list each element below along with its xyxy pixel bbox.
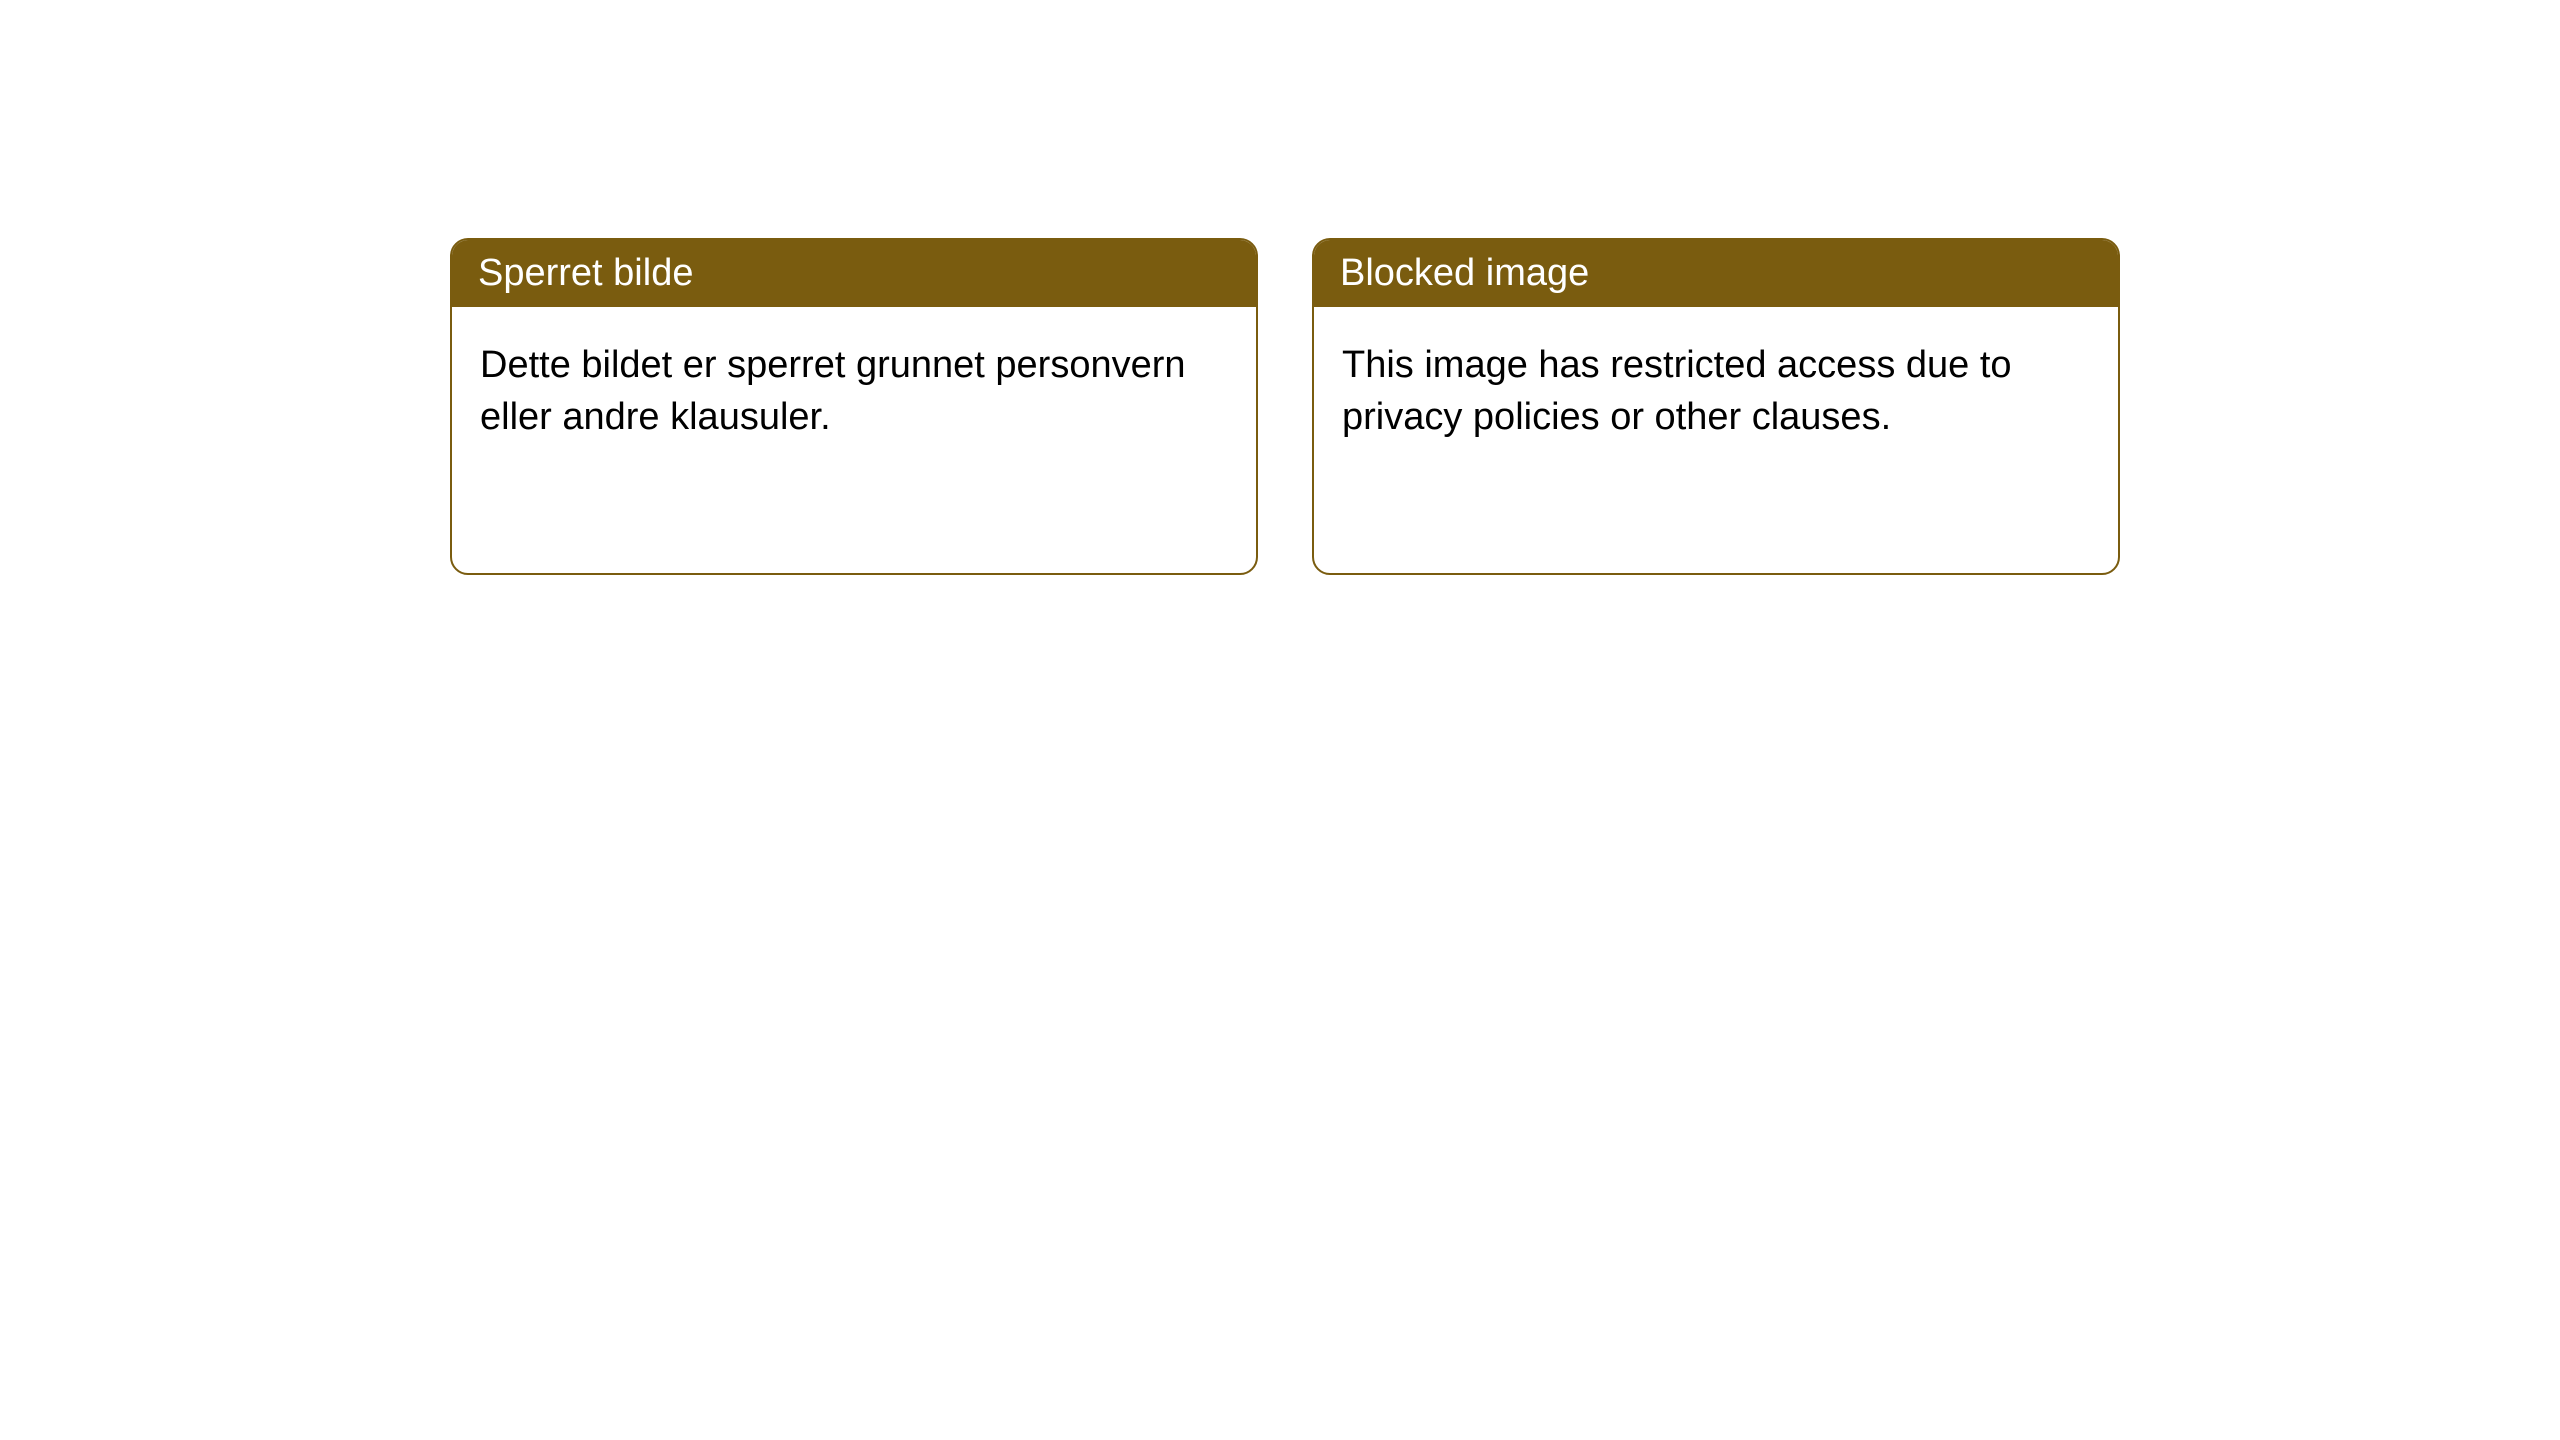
- notice-body: Dette bildet er sperret grunnet personve…: [452, 307, 1256, 475]
- notice-title: Sperret bilde: [478, 252, 693, 294]
- notice-body: This image has restricted access due to …: [1314, 307, 2118, 475]
- notice-text: Dette bildet er sperret grunnet personve…: [480, 344, 1186, 438]
- notice-header: Sperret bilde: [452, 240, 1256, 307]
- notice-header: Blocked image: [1314, 240, 2118, 307]
- notice-text: This image has restricted access due to …: [1342, 344, 2012, 438]
- notice-title: Blocked image: [1340, 252, 1589, 294]
- notice-container: Sperret bilde Dette bildet er sperret gr…: [0, 0, 2560, 575]
- notice-card-norwegian: Sperret bilde Dette bildet er sperret gr…: [450, 238, 1258, 575]
- notice-card-english: Blocked image This image has restricted …: [1312, 238, 2120, 575]
